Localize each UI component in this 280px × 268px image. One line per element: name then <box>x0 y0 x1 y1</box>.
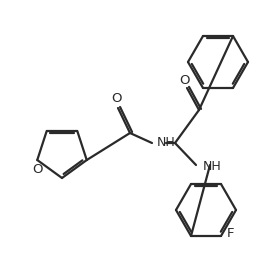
Text: NH: NH <box>203 159 222 173</box>
Text: O: O <box>180 73 190 87</box>
Text: O: O <box>32 162 43 176</box>
Text: F: F <box>226 228 234 240</box>
Text: NH: NH <box>157 136 176 148</box>
Text: O: O <box>112 92 122 106</box>
